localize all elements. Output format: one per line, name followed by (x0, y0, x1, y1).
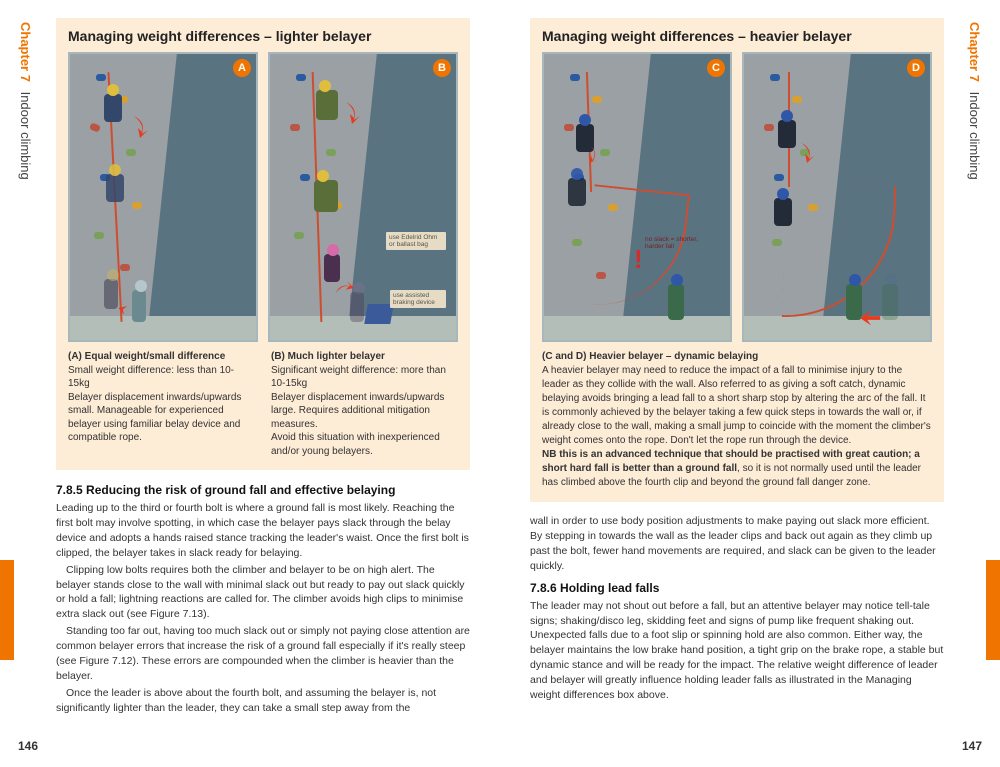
info-panel-heavier: Managing weight differences – heavier be… (530, 18, 944, 502)
chapter-number: Chapter 7 (18, 22, 33, 82)
illustration-c: ! no slack = shorter, harder fall C (542, 52, 732, 342)
thumb-index-bar (986, 560, 1000, 660)
caption-cd: (C and D) Heavier belayer – dynamic bela… (542, 350, 932, 490)
page-number: 146 (18, 739, 38, 753)
chapter-title: Indoor climbing (967, 92, 982, 180)
caption-b: (B) Much lighter belayer Significant wei… (271, 350, 458, 458)
panel-title: Managing weight differences – lighter be… (68, 28, 458, 44)
callout-ohm: use Edelrid Ohm or ballast bag (386, 232, 446, 250)
callout-no-slack: no slack = shorter, harder fall (642, 234, 704, 252)
illustration-a: A (68, 52, 258, 342)
chapter-tab: Chapter 7 Indoor climbing (967, 22, 982, 180)
heading-786: 7.8.6 Holding lead falls (530, 580, 944, 597)
chapter-number: Chapter 7 (967, 22, 982, 82)
badge-a: A (233, 59, 251, 77)
body-text-left: 7.8.5 Reducing the risk of ground fall a… (56, 482, 470, 716)
chapter-tab: Chapter 7 Indoor climbing (18, 22, 33, 180)
illustration-b: use Edelrid Ohm or ballast bag use assis… (268, 52, 458, 342)
page-left: Chapter 7 Indoor climbing Managing weigh… (0, 0, 500, 767)
page-number: 147 (962, 739, 982, 753)
callout-abd: use assisted braking device (390, 290, 446, 308)
page-right: Chapter 7 Indoor climbing Managing weigh… (500, 0, 1000, 767)
heading-785: 7.8.5 Reducing the risk of ground fall a… (56, 482, 470, 499)
caption-a: (A) Equal weight/small difference Small … (68, 350, 255, 458)
illustration-d: D (742, 52, 932, 342)
badge-d: D (907, 59, 925, 77)
chapter-title: Indoor climbing (18, 92, 33, 180)
panel-title: Managing weight differences – heavier be… (542, 28, 932, 44)
badge-c: C (707, 59, 725, 77)
badge-b: B (433, 59, 451, 77)
body-text-right: wall in order to use body position adjus… (530, 514, 944, 703)
info-panel-lighter: Managing weight differences – lighter be… (56, 18, 470, 470)
thumb-index-bar (0, 560, 14, 660)
